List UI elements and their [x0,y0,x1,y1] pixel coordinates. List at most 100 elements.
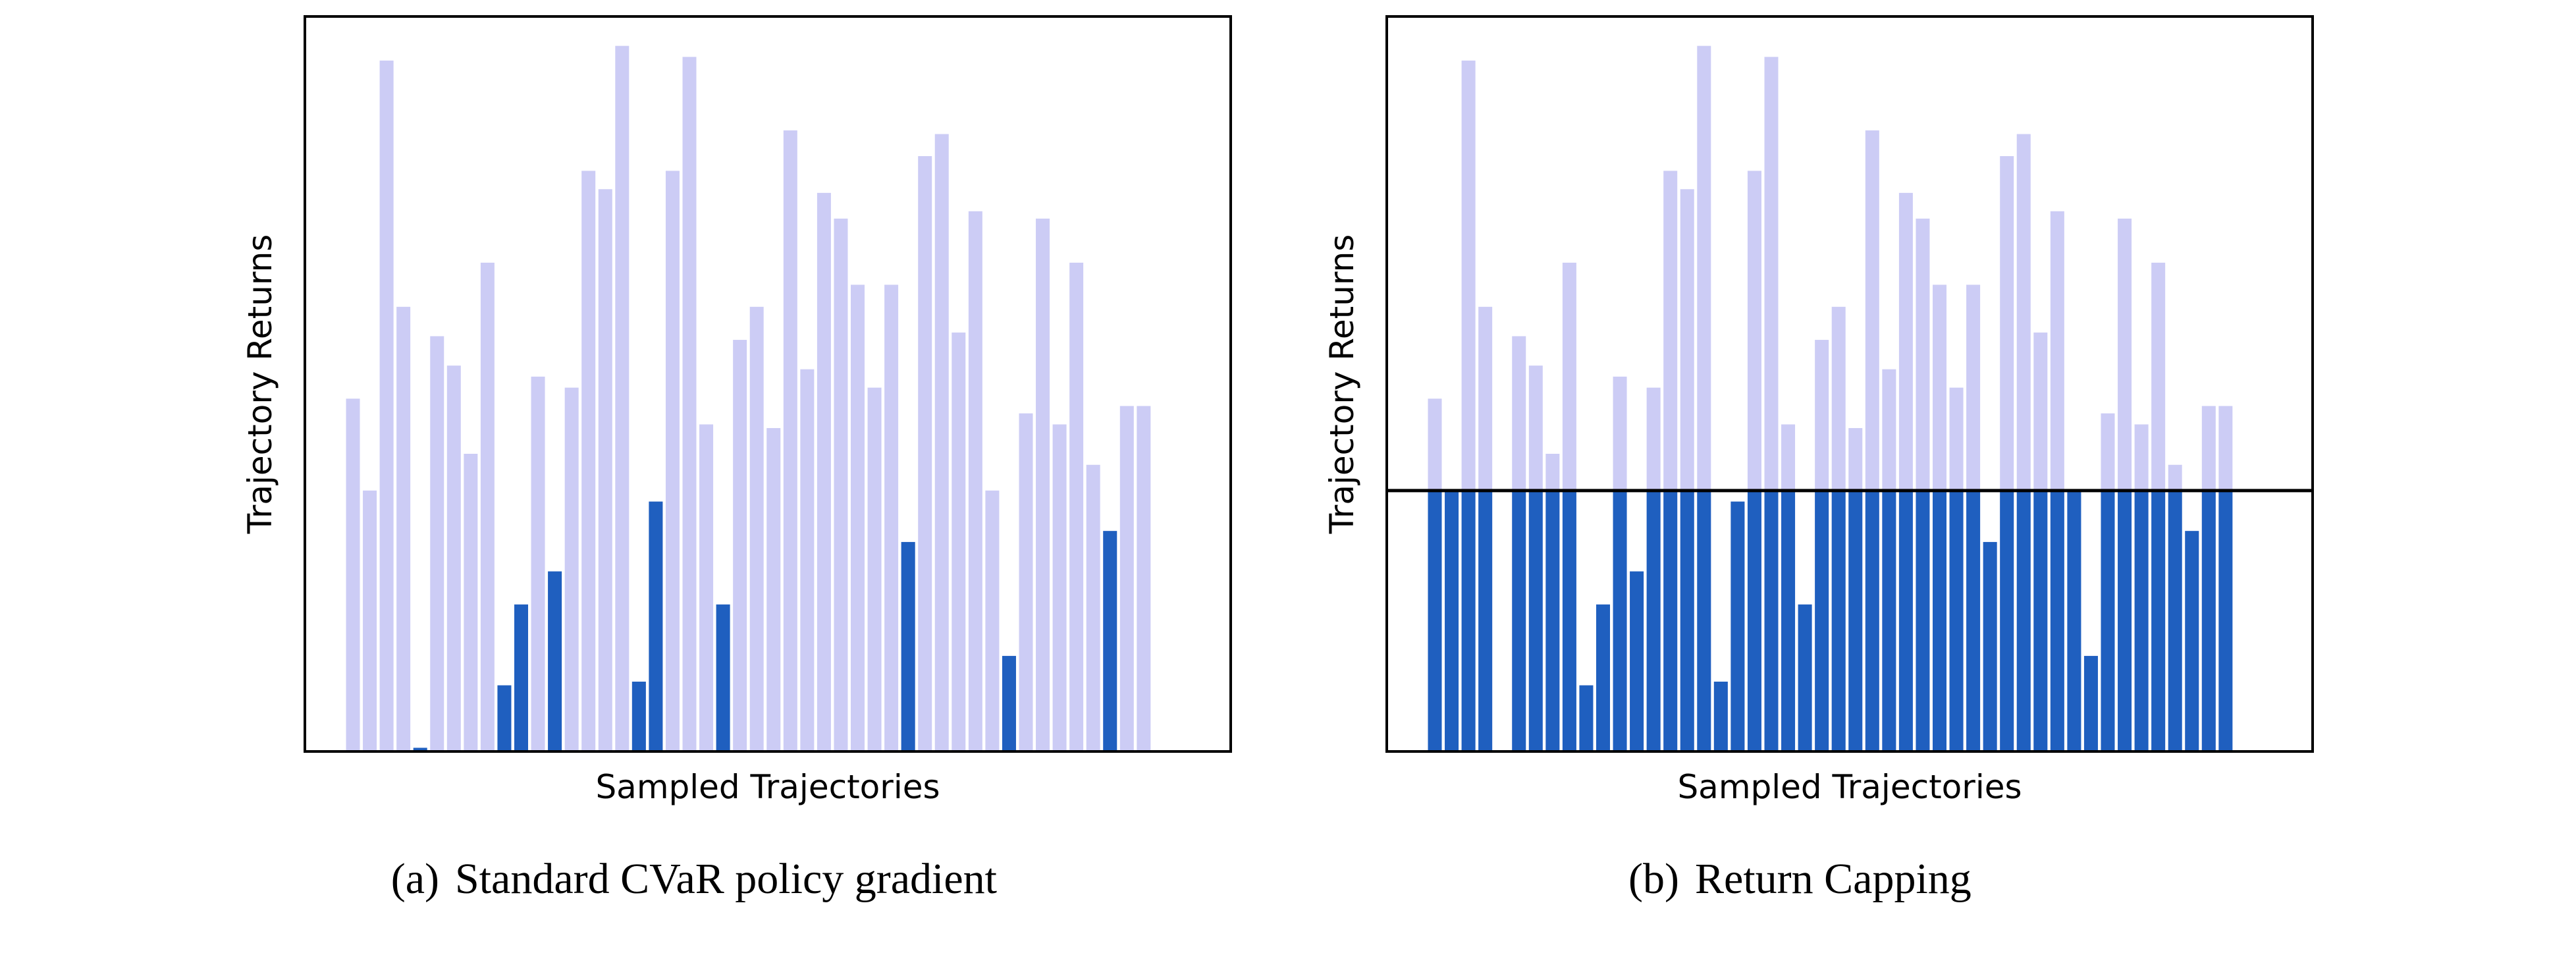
panel-b: Sampled Trajectories Trajectory Returns … [1323,15,2314,903]
bar-a-highlight-12 [548,571,562,751]
bar-b-highlight-12 [1630,571,1644,751]
bar-b-highlight-29 [1916,490,1930,751]
bar-a-full-7 [464,454,478,751]
bar-b-highlight-15 [1680,490,1694,751]
bar-a-full-5 [430,336,444,752]
bar-b-highlight-0 [1428,490,1442,751]
bar-b-highlight-38 [2067,490,2081,751]
bar-a-full-38 [985,490,1000,751]
bar-a-full-43 [1069,262,1084,751]
bar-a-full-16 [615,45,630,751]
plot-frame-a [304,15,1232,753]
bar-b-highlight-37 [2050,490,2064,751]
bar-b-highlight-46 [2201,490,2216,751]
bar-a-full-6 [446,366,461,751]
bar-a-full-8 [480,262,495,751]
bar-b-highlight-28 [1898,490,1913,751]
bar-b-highlight-39 [2083,655,2098,751]
x-axis-label-b: Sampled Trajectories [1677,768,2022,806]
bar-a-full-20 [682,57,697,751]
bar-b-highlight-43 [2151,490,2166,751]
bar-b-highlight-25 [1848,490,1863,751]
bar-b-highlight-32 [1966,490,1981,751]
bar-b-highlight-23 [1815,490,1829,751]
bar-a-highlight-39 [1002,655,1016,751]
bar-a-full-30 [851,285,865,752]
bar-b-highlight-26 [1865,490,1879,751]
bar-a-full-40 [1019,413,1033,751]
bar-a-highlight-45 [1103,531,1117,751]
bar-b-highlight-16 [1697,490,1711,751]
bar-a-full-47 [1137,406,1151,751]
bars-a [346,45,1151,752]
bar-b-highlight-40 [2101,490,2115,751]
bar-b-highlight-21 [1781,490,1796,751]
bar-a-highlight-33 [901,541,915,751]
bar-b-highlight-5 [1512,490,1526,751]
bar-a-full-1 [363,490,377,751]
bar-b-highlight-6 [1528,490,1543,751]
caption-label-a: (a) [391,855,439,903]
bar-b-highlight-8 [1562,490,1576,751]
bar-b-highlight-35 [2016,490,2031,751]
bar-a-highlight-10 [514,604,528,751]
bar-b-highlight-7 [1545,490,1560,751]
bar-a-full-29 [834,218,848,751]
bar-a-full-46 [1119,406,1134,751]
bar-b-highlight-27 [1882,490,1896,751]
bar-a-full-32 [884,285,899,752]
bar-b-highlight-14 [1663,490,1678,751]
bar-b-highlight-17 [1713,681,1728,751]
bar-b-highlight-18 [1731,501,1745,751]
y-axis-label-a: Trajectory Returns [241,234,279,535]
bar-b-highlight-24 [1831,490,1846,751]
bar-a-full-27 [800,369,815,751]
bar-b-highlight-2 [1461,490,1476,751]
bar-b-highlight-41 [2118,490,2132,751]
bar-b-highlight-30 [1933,490,1946,751]
bar-b-highlight-36 [2033,490,2048,751]
bar-b-highlight-22 [1798,604,1812,751]
bar-a-full-44 [1086,464,1100,751]
bar-a-full-23 [733,340,747,751]
bar-b-highlight-44 [2168,490,2182,751]
bar-a-full-42 [1052,424,1067,751]
bar-b-highlight-47 [2218,490,2233,751]
bar-b-highlight-19 [1747,490,1761,751]
caption-label-b: (b) [1628,855,1679,903]
bar-a-full-19 [665,171,680,751]
bar-a-full-34 [918,156,932,752]
caption-a: Standard CVaR policy gradient [455,855,997,903]
bar-a-full-28 [817,192,831,752]
bar-b-highlight-20 [1764,490,1779,751]
bar-a-full-14 [581,171,596,751]
bar-a-full-25 [766,427,781,751]
bar-b-highlight-1 [1445,490,1459,751]
bar-a-full-11 [531,376,545,751]
bar-b-highlight-9 [1579,685,1594,751]
bar-a-full-15 [598,189,612,751]
caption-b: Return Capping [1695,855,1972,903]
bar-b-highlight-45 [2185,531,2199,751]
y-axis-label-b: Trajectory Returns [1323,234,1361,535]
bars-b [1428,45,2233,752]
bar-a-full-36 [952,332,966,751]
bar-a-full-3 [396,306,411,751]
bar-a-highlight-9 [497,685,512,751]
bar-b-highlight-3 [1478,490,1493,751]
plot-frame-b [1385,15,2314,753]
bar-b-highlight-42 [2134,490,2149,751]
bar-a-full-41 [1036,218,1050,751]
bar-b-highlight-11 [1613,490,1627,751]
bar-a-highlight-4 [413,748,427,751]
bar-b-highlight-10 [1596,604,1610,751]
x-axis-label-a: Sampled Trajectories [595,768,940,806]
bar-a-full-2 [379,60,394,752]
bar-b-highlight-13 [1646,490,1661,751]
bar-a-full-0 [346,398,360,751]
bar-b-highlight-31 [1949,490,1964,751]
bar-b-highlight-34 [2000,490,2014,751]
bar-a-full-35 [934,134,949,751]
panel-a: Sampled Trajectories Trajectory Returns … [241,15,1232,903]
